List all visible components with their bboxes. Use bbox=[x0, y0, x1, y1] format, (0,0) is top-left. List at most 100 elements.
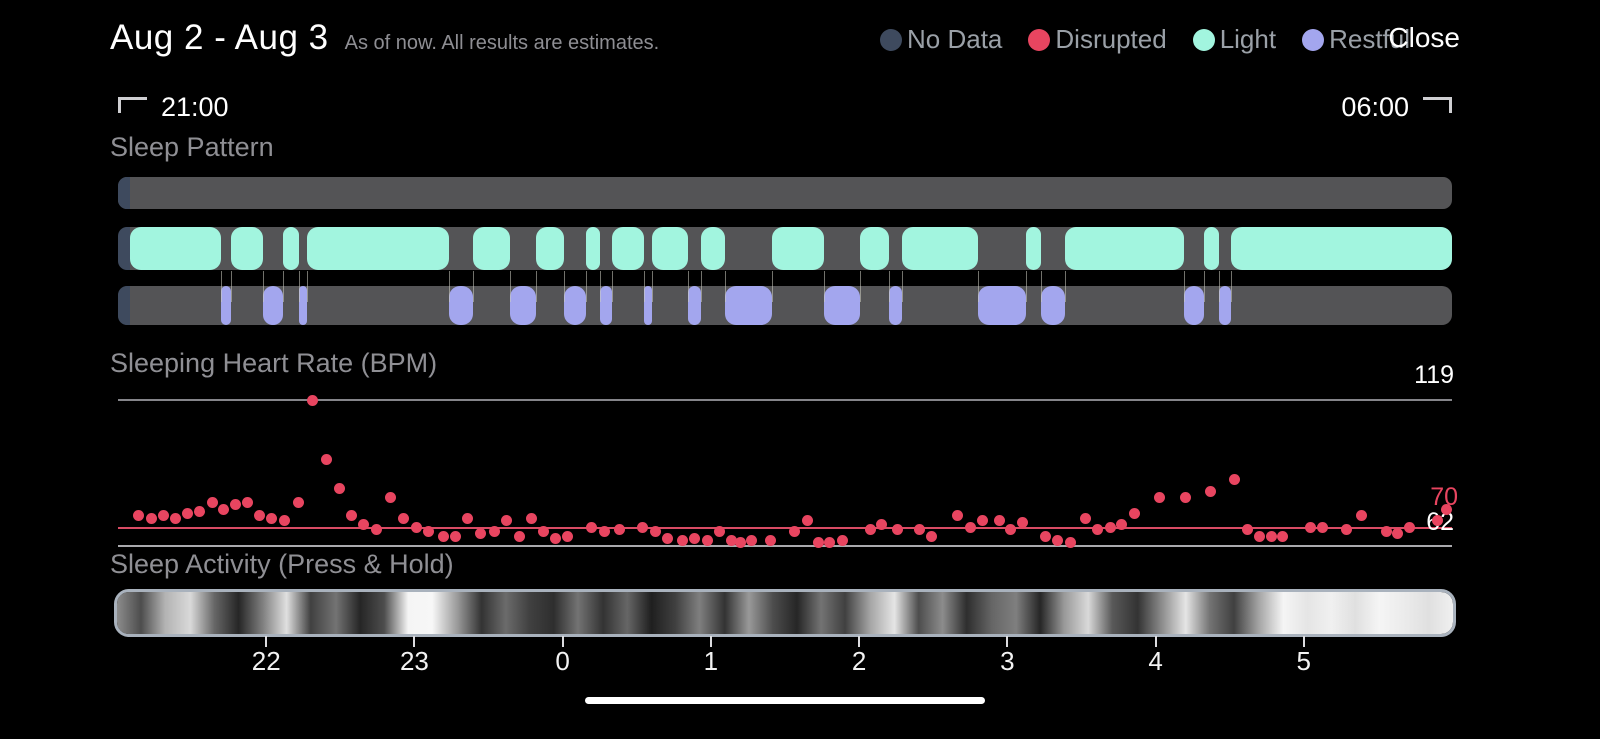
heart-rate-dot bbox=[145, 512, 157, 524]
sleep-segment bbox=[771, 227, 824, 270]
no-data-segment bbox=[118, 286, 130, 325]
hour-tick bbox=[561, 636, 564, 647]
heart-rate-dot bbox=[836, 535, 848, 546]
heart-rate-dot bbox=[688, 532, 700, 544]
sleep-segment bbox=[263, 286, 284, 325]
connector-line bbox=[1230, 271, 1232, 302]
hour-label: 5 bbox=[1296, 646, 1311, 676]
legend-item-light: Light bbox=[1192, 24, 1276, 55]
heart-rate-dot bbox=[450, 530, 461, 542]
sleep-segment bbox=[535, 227, 564, 270]
heart-rate-dot bbox=[1091, 523, 1103, 535]
heart-rate-dot bbox=[891, 523, 903, 535]
sleep-segment bbox=[299, 286, 308, 325]
sleep-pattern-title: Sleep Pattern bbox=[110, 132, 274, 162]
heart-rate-dot bbox=[1355, 510, 1367, 522]
heart-rate-dot bbox=[462, 512, 473, 524]
sleep-segment bbox=[130, 227, 221, 270]
range-start: 21:00 bbox=[118, 92, 229, 123]
connector-line bbox=[563, 271, 565, 302]
connector-line bbox=[283, 271, 285, 302]
heart-rate-dot bbox=[1266, 530, 1278, 542]
sleep-segment bbox=[599, 286, 612, 325]
sleep-segment bbox=[283, 227, 300, 270]
heart-rate-dot bbox=[475, 528, 487, 540]
connector-line bbox=[510, 271, 512, 302]
sleep-segment bbox=[1065, 227, 1184, 270]
heart-rate-dot bbox=[292, 496, 304, 508]
heart-rate-dot bbox=[169, 512, 181, 524]
hour-tick bbox=[265, 636, 268, 647]
connector-line bbox=[448, 271, 450, 302]
heart-rate-dot bbox=[550, 532, 562, 544]
sleep-segment bbox=[611, 227, 644, 270]
sleep-segment bbox=[724, 286, 772, 325]
legend-label: Disrupted bbox=[1055, 24, 1167, 54]
heart-rate-dot bbox=[437, 530, 449, 542]
heart-rate-dot bbox=[514, 530, 526, 542]
sleep-activity-gradient bbox=[117, 592, 1453, 634]
connector-line bbox=[586, 271, 588, 302]
close-button[interactable]: Close bbox=[1388, 22, 1460, 53]
connector-line bbox=[889, 271, 891, 302]
connector-line bbox=[220, 271, 222, 302]
legend-dot-icon bbox=[1192, 28, 1215, 51]
sleep-segment bbox=[823, 286, 860, 325]
heart-rate-dot bbox=[812, 537, 824, 549]
heart-rate-dot bbox=[157, 510, 169, 522]
sleep-activity-strip[interactable] bbox=[114, 589, 1456, 637]
heart-rate-dot bbox=[614, 523, 626, 535]
sleep-pattern-track-nodata[interactable] bbox=[118, 177, 1452, 209]
sleep-segment bbox=[643, 286, 652, 325]
sleep-segment bbox=[1183, 286, 1204, 325]
heart-rate-dot bbox=[1403, 521, 1415, 533]
heart-rate-dot bbox=[1391, 528, 1403, 540]
heart-rate-dot bbox=[500, 514, 512, 526]
sleep-segment bbox=[1203, 227, 1219, 270]
hour-label: 22 bbox=[251, 646, 281, 676]
heart-rate-dot bbox=[586, 521, 598, 533]
heart-rate-dot bbox=[802, 514, 814, 526]
heart-rate-dot bbox=[265, 512, 277, 524]
heart-rate-dot bbox=[964, 521, 976, 533]
heart-rate-dot bbox=[599, 526, 611, 537]
range-end: 06:00 bbox=[1341, 92, 1452, 123]
connector-line bbox=[902, 271, 904, 302]
heart-rate-dot bbox=[1317, 521, 1329, 533]
heart-rate-dot bbox=[411, 521, 423, 533]
legend-dot-icon bbox=[1302, 28, 1325, 51]
heart-rate-dot bbox=[307, 394, 319, 406]
heart-rate-dot bbox=[488, 526, 500, 537]
sleep-segment bbox=[448, 286, 473, 325]
sleep-pattern-track-light[interactable] bbox=[118, 227, 1452, 270]
heart-rate-dot bbox=[207, 496, 219, 508]
heart-rate-dot bbox=[662, 532, 674, 544]
sleep-segment bbox=[1041, 286, 1066, 325]
connector-line bbox=[299, 271, 301, 302]
connector-line bbox=[978, 271, 980, 302]
heart-rate-avg-line bbox=[118, 527, 1452, 529]
heart-rate-dot bbox=[1129, 508, 1140, 519]
hour-label: 23 bbox=[399, 646, 429, 676]
hour-label: 2 bbox=[851, 646, 867, 676]
hour-label: 0 bbox=[555, 646, 570, 676]
page-title: Aug 2 - Aug 3 bbox=[110, 18, 329, 57]
range-end-bracket-icon bbox=[1423, 96, 1452, 113]
heart-rate-dot bbox=[538, 526, 550, 537]
home-indicator[interactable] bbox=[585, 697, 985, 704]
heart-rate-dot bbox=[702, 535, 714, 546]
range-start-bracket-icon bbox=[118, 96, 147, 113]
sleep-pattern-track-restful[interactable] bbox=[118, 286, 1452, 325]
legend-item-no-data: No Data bbox=[880, 24, 1002, 55]
heart-rate-dot bbox=[994, 514, 1006, 526]
heart-rate-dot bbox=[526, 512, 538, 524]
sleep-segment bbox=[978, 286, 1027, 325]
hour-tick bbox=[1302, 636, 1305, 647]
heart-rate-dot bbox=[1179, 492, 1191, 504]
heart-rate-dot bbox=[345, 510, 357, 522]
heart-rate-dot bbox=[864, 523, 876, 535]
connector-line bbox=[1183, 271, 1185, 302]
heart-rate-dot bbox=[1441, 503, 1453, 515]
heart-rate-dot bbox=[132, 510, 144, 522]
